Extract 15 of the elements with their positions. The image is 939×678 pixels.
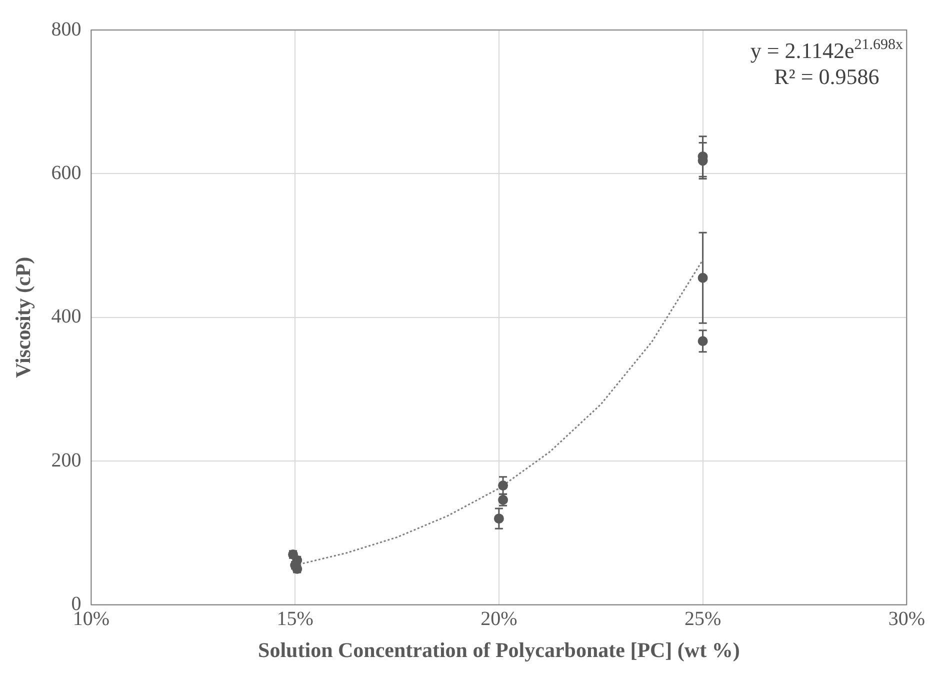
point [498,480,508,491]
annotation: R² = 0.9586 [774,64,880,89]
x-tick-label: 30% [888,608,926,630]
x-tick-label: 20% [480,608,518,630]
y-tick-label: 800 [51,18,82,40]
point [698,272,708,283]
x-tick-label: 15% [276,608,314,630]
x-tick-label: 25% [684,608,722,630]
y-tick-label: 600 [51,162,82,184]
point [698,336,708,346]
x-axis-title: Solution Concentration of Polycarbonate [PC] (wt %) [258,638,740,662]
y-axis-title: Viscosity (cP) [11,256,36,378]
point [494,514,504,524]
y-tick-label: 200 [51,449,82,472]
y-tick-label: 400 [51,306,82,328]
